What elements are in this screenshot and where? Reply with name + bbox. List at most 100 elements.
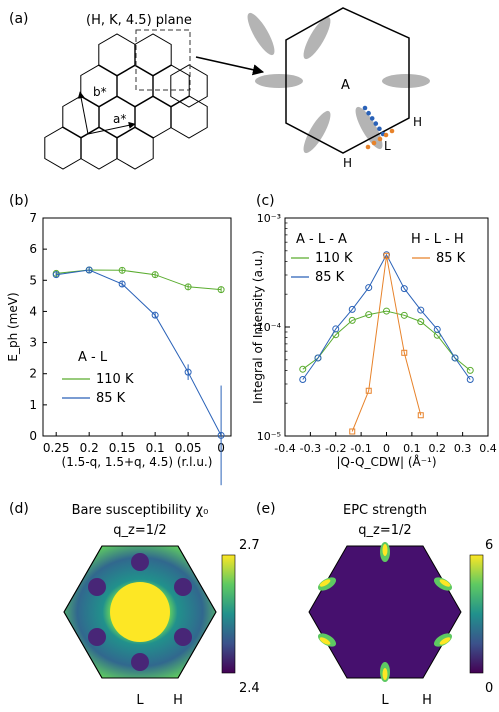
series-line [302, 310, 471, 371]
data-point [400, 285, 408, 293]
honeycomb-lattice [44, 33, 208, 170]
data-point [52, 271, 60, 279]
x-tick-label: 0.4 [479, 442, 497, 455]
panel-b-label: (b) [9, 193, 29, 209]
legend-label: 110 K [96, 372, 134, 387]
panel-d-L-label: L [136, 693, 144, 708]
panel-e-L-label: L [381, 693, 389, 708]
x-tick-label: -0.4 [274, 442, 295, 455]
lattice-cell [116, 126, 154, 170]
path-dot [366, 110, 371, 116]
data-point [118, 266, 126, 274]
path-dot [373, 121, 379, 126]
plot-frame [42, 217, 232, 437]
y-tick-label: 3 [29, 336, 37, 350]
hotspot [382, 668, 388, 680]
lattice-cell [62, 95, 100, 139]
legend-title-left: A - L - A [296, 232, 347, 247]
brillouin-zone: A H H L [247, 7, 430, 170]
hexagon-zone [285, 7, 410, 154]
data-point [383, 252, 390, 259]
panel-e-label: (e) [256, 501, 276, 517]
hotspot [439, 637, 451, 645]
a-star-label: a* [113, 112, 126, 126]
path-dot [377, 136, 383, 142]
data-point [151, 271, 159, 279]
lattice-cell [80, 126, 118, 170]
plane-selection-box [135, 29, 191, 91]
dark-spot [88, 628, 106, 646]
panel-c-label: (c) [256, 193, 275, 209]
panel-e-colorbar-min: 0 [485, 681, 493, 696]
x-tick-label: 0.1 [146, 441, 165, 455]
a-star-arrow [87, 121, 136, 135]
panel-e-subtitle: q_z=1/2 [358, 523, 411, 538]
data-point [383, 307, 390, 315]
panel-d-colorbar-max: 2.7 [239, 538, 260, 553]
path-dot [362, 105, 368, 111]
dark-spot [174, 628, 192, 646]
y-tick-label: 4 [29, 304, 37, 318]
data-point [400, 311, 408, 319]
panel-d-H-label: H [173, 693, 183, 708]
data-point [85, 266, 93, 274]
x-tick-label: -0.1 [350, 442, 371, 455]
data-point [184, 283, 192, 291]
y-tick-label: 6 [29, 242, 37, 256]
dark-spot [131, 653, 149, 671]
lattice-cell [116, 64, 154, 108]
mapping-arrow [195, 56, 265, 76]
L-point-label: L [384, 139, 391, 153]
dark-spot [174, 578, 192, 596]
path-dot [377, 126, 382, 132]
data-point [151, 311, 159, 319]
data-point [118, 280, 126, 288]
legend-label: 85 K [315, 270, 345, 285]
data-point [365, 387, 372, 394]
panel-d-label: (d) [9, 501, 29, 517]
lattice-cell [44, 126, 82, 170]
y-axis-label: Integral of Intensity (a.u.) [251, 250, 265, 404]
b-star-label: b* [93, 85, 107, 99]
hotspot [319, 637, 331, 645]
x-tick-label: 0.1 [403, 442, 421, 455]
data-point [349, 428, 356, 435]
x-tick-label: 0.05 [175, 441, 202, 455]
x-tick-label: 0.2 [429, 442, 447, 455]
legend-label: 110 K [315, 251, 353, 266]
b-star-arrow [77, 91, 89, 135]
A-point-label: A [341, 78, 350, 93]
gray-lobe [382, 74, 430, 88]
x-tick-label: 0 [383, 442, 390, 455]
gray-lobe [303, 110, 331, 154]
y-tick-label: 7 [29, 211, 37, 225]
H-label-bottom: H [343, 156, 352, 170]
x-tick-label: 0.15 [109, 441, 136, 455]
panel-e-colorbar-max: 6 [485, 538, 493, 553]
path-dot [389, 128, 395, 134]
legend-title: A - L [78, 350, 108, 365]
data-point [217, 286, 225, 294]
series-line [56, 269, 222, 436]
lattice-cell [170, 95, 208, 139]
y-tick-label: 10⁻⁴ [257, 321, 282, 334]
x-tick-label: -0.2 [325, 442, 346, 455]
lattice-cell [170, 64, 208, 108]
data-point [417, 318, 425, 326]
x-tick-label: 0.2 [80, 441, 99, 455]
data-point [401, 349, 408, 356]
legend-title-right: H - L - H [411, 232, 464, 247]
data-point [332, 325, 340, 333]
x-tick-label: 0.25 [43, 441, 70, 455]
lattice-cell [134, 95, 172, 139]
panel-e-H-label: H [422, 693, 432, 708]
y-tick-label: 5 [29, 273, 37, 287]
data-point [299, 375, 307, 383]
gray-lobe [355, 106, 383, 150]
lattice-cell [98, 33, 136, 77]
path-dot [383, 132, 389, 138]
data-point [314, 354, 322, 362]
path-dot [365, 144, 371, 150]
y-tick-label: 1 [29, 398, 37, 412]
